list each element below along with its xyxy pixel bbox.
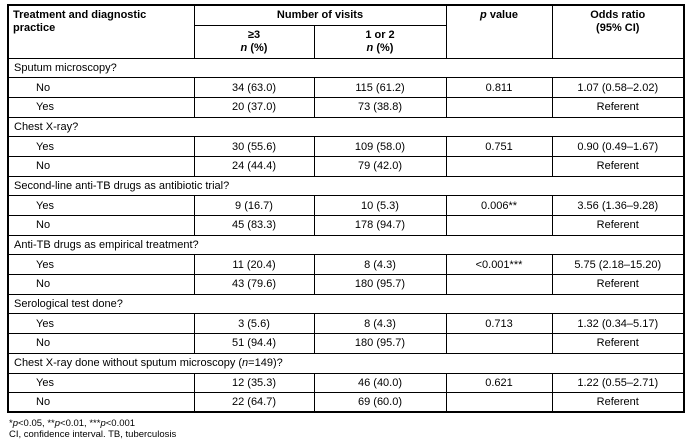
section-row: Sputum microscopy? bbox=[7, 57, 685, 79]
column-header-odds-ratio: Odds ratio (95% CI) bbox=[551, 4, 685, 59]
data-row: Yes 30 (55.6) 109 (58.0) 0.751 0.90 (0.4… bbox=[7, 136, 685, 157]
cell-p-value bbox=[445, 215, 553, 236]
row-label: Yes bbox=[7, 313, 195, 335]
cell-odds-ratio: 0.90 (0.49–1.67) bbox=[551, 136, 685, 157]
section-row: Second-line anti-TB drugs as antibiotic … bbox=[7, 175, 685, 197]
cell-visits-ge3: 3 (5.6) bbox=[193, 313, 315, 335]
cell-p-value: 0.621 bbox=[445, 372, 553, 394]
cell-p-value: <0.001*** bbox=[445, 254, 553, 276]
section-title: Sputum microscopy? bbox=[7, 57, 685, 79]
cell-visits-ge3: 51 (94.4) bbox=[193, 333, 315, 354]
data-row: Yes 11 (20.4) 8 (4.3) <0.001*** 5.75 (2.… bbox=[7, 254, 685, 276]
cell-visits-1or2: 69 (60.0) bbox=[313, 392, 447, 413]
cell-visits-ge3: 12 (35.3) bbox=[193, 372, 315, 394]
section-title: Serological test done? bbox=[7, 293, 685, 315]
cell-p-value: 0.713 bbox=[445, 313, 553, 335]
column-header-visits-group: Number of visits bbox=[193, 4, 447, 26]
row-label: Yes bbox=[7, 254, 195, 276]
section-title: Chest X-ray done without sputum microsco… bbox=[7, 352, 685, 374]
header-row-1: Treatment and diagnostic practice Number… bbox=[7, 4, 685, 59]
row-label: No bbox=[7, 155, 195, 177]
cell-visits-ge3: 9 (16.7) bbox=[193, 195, 315, 216]
cell-visits-1or2: 73 (38.8) bbox=[313, 96, 447, 118]
cell-odds-ratio: 1.32 (0.34–5.17) bbox=[551, 313, 685, 335]
cell-odds-ratio: Referent bbox=[551, 96, 685, 118]
cell-visits-ge3: 22 (64.7) bbox=[193, 392, 315, 413]
section-title: Chest X-ray? bbox=[7, 116, 685, 138]
data-row: Yes 3 (5.6) 8 (4.3) 0.713 1.32 (0.34–5.1… bbox=[7, 313, 685, 335]
section-row: Anti-TB drugs as empirical treatment? bbox=[7, 234, 685, 256]
cell-p-value bbox=[445, 274, 553, 295]
column-subheader-ge3-visits: ≥3 n (%) bbox=[193, 24, 315, 59]
footnote-significance: *p<0.05, **p<0.01, ***p<0.001 bbox=[9, 418, 136, 429]
row-label: No bbox=[7, 392, 195, 413]
cell-p-value: 0.006** bbox=[445, 195, 553, 216]
data-row: No 45 (83.3) 178 (94.7) Referent bbox=[7, 215, 685, 236]
row-label: No bbox=[7, 333, 195, 354]
cell-odds-ratio: Referent bbox=[551, 333, 685, 354]
cell-visits-1or2: 46 (40.0) bbox=[313, 372, 447, 394]
cell-odds-ratio: Referent bbox=[551, 155, 685, 177]
row-label: Yes bbox=[7, 195, 195, 216]
data-row: No 34 (63.0) 115 (61.2) 0.811 1.07 (0.58… bbox=[7, 77, 685, 98]
results-table: Treatment and diagnostic practice Number… bbox=[7, 4, 685, 414]
cell-p-value bbox=[445, 392, 553, 413]
cell-visits-1or2: 109 (58.0) bbox=[313, 136, 447, 157]
row-label: No bbox=[7, 274, 195, 295]
cell-visits-1or2: 79 (42.0) bbox=[313, 155, 447, 177]
row-label: Yes bbox=[7, 96, 195, 118]
data-row: No 22 (64.7) 69 (60.0) Referent bbox=[7, 392, 685, 413]
cell-p-value bbox=[445, 96, 553, 118]
cell-odds-ratio: Referent bbox=[551, 215, 685, 236]
cell-visits-1or2: 10 (5.3) bbox=[313, 195, 447, 216]
section-row: Chest X-ray done without sputum microsco… bbox=[7, 352, 685, 374]
row-label: Yes bbox=[7, 372, 195, 394]
cell-odds-ratio: Referent bbox=[551, 274, 685, 295]
data-row: Yes 9 (16.7) 10 (5.3) 0.006** 3.56 (1.36… bbox=[7, 195, 685, 216]
section-row: Serological test done? bbox=[7, 293, 685, 315]
cell-visits-1or2: 8 (4.3) bbox=[313, 313, 447, 335]
cell-visits-1or2: 178 (94.7) bbox=[313, 215, 447, 236]
cell-visits-ge3: 43 (79.6) bbox=[193, 274, 315, 295]
cell-visits-1or2: 180 (95.7) bbox=[313, 333, 447, 354]
cell-p-value: 0.811 bbox=[445, 77, 553, 98]
cell-p-value bbox=[445, 155, 553, 177]
data-row: No 43 (79.6) 180 (95.7) Referent bbox=[7, 274, 685, 295]
section-row: Chest X-ray? bbox=[7, 116, 685, 138]
cell-visits-ge3: 20 (37.0) bbox=[193, 96, 315, 118]
cell-odds-ratio: 1.07 (0.58–2.02) bbox=[551, 77, 685, 98]
cell-visits-1or2: 180 (95.7) bbox=[313, 274, 447, 295]
cell-visits-ge3: 11 (20.4) bbox=[193, 254, 315, 276]
section-title: Second-line anti-TB drugs as antibiotic … bbox=[7, 175, 685, 197]
data-row: No 51 (94.4) 180 (95.7) Referent bbox=[7, 333, 685, 354]
cell-odds-ratio: 5.75 (2.18–15.20) bbox=[551, 254, 685, 276]
row-label: No bbox=[7, 215, 195, 236]
column-header-practice: Treatment and diagnostic practice bbox=[7, 4, 195, 59]
cell-visits-ge3: 34 (63.0) bbox=[193, 77, 315, 98]
cell-p-value: 0.751 bbox=[445, 136, 553, 157]
cell-visits-ge3: 24 (44.4) bbox=[193, 155, 315, 177]
data-row: Yes 12 (35.3) 46 (40.0) 0.621 1.22 (0.55… bbox=[7, 372, 685, 394]
column-header-p-value: p value bbox=[445, 4, 553, 59]
footnote-abbreviations: CI, confidence interval. TB, tuberculosi… bbox=[9, 429, 177, 440]
cell-visits-1or2: 8 (4.3) bbox=[313, 254, 447, 276]
data-row: Yes 20 (37.0) 73 (38.8) Referent bbox=[7, 96, 685, 118]
footnotes: *p<0.05, **p<0.01, ***p<0.001 CI, confid… bbox=[9, 418, 176, 440]
cell-odds-ratio: 1.22 (0.55–2.71) bbox=[551, 372, 685, 394]
cell-visits-ge3: 30 (55.6) bbox=[193, 136, 315, 157]
cell-odds-ratio: Referent bbox=[551, 392, 685, 413]
section-title: Anti-TB drugs as empirical treatment? bbox=[7, 234, 685, 256]
cell-odds-ratio: 3.56 (1.36–9.28) bbox=[551, 195, 685, 216]
row-label: No bbox=[7, 77, 195, 98]
cell-visits-1or2: 115 (61.2) bbox=[313, 77, 447, 98]
cell-p-value bbox=[445, 333, 553, 354]
row-label: Yes bbox=[7, 136, 195, 157]
data-row: No 24 (44.4) 79 (42.0) Referent bbox=[7, 155, 685, 177]
cell-visits-ge3: 45 (83.3) bbox=[193, 215, 315, 236]
